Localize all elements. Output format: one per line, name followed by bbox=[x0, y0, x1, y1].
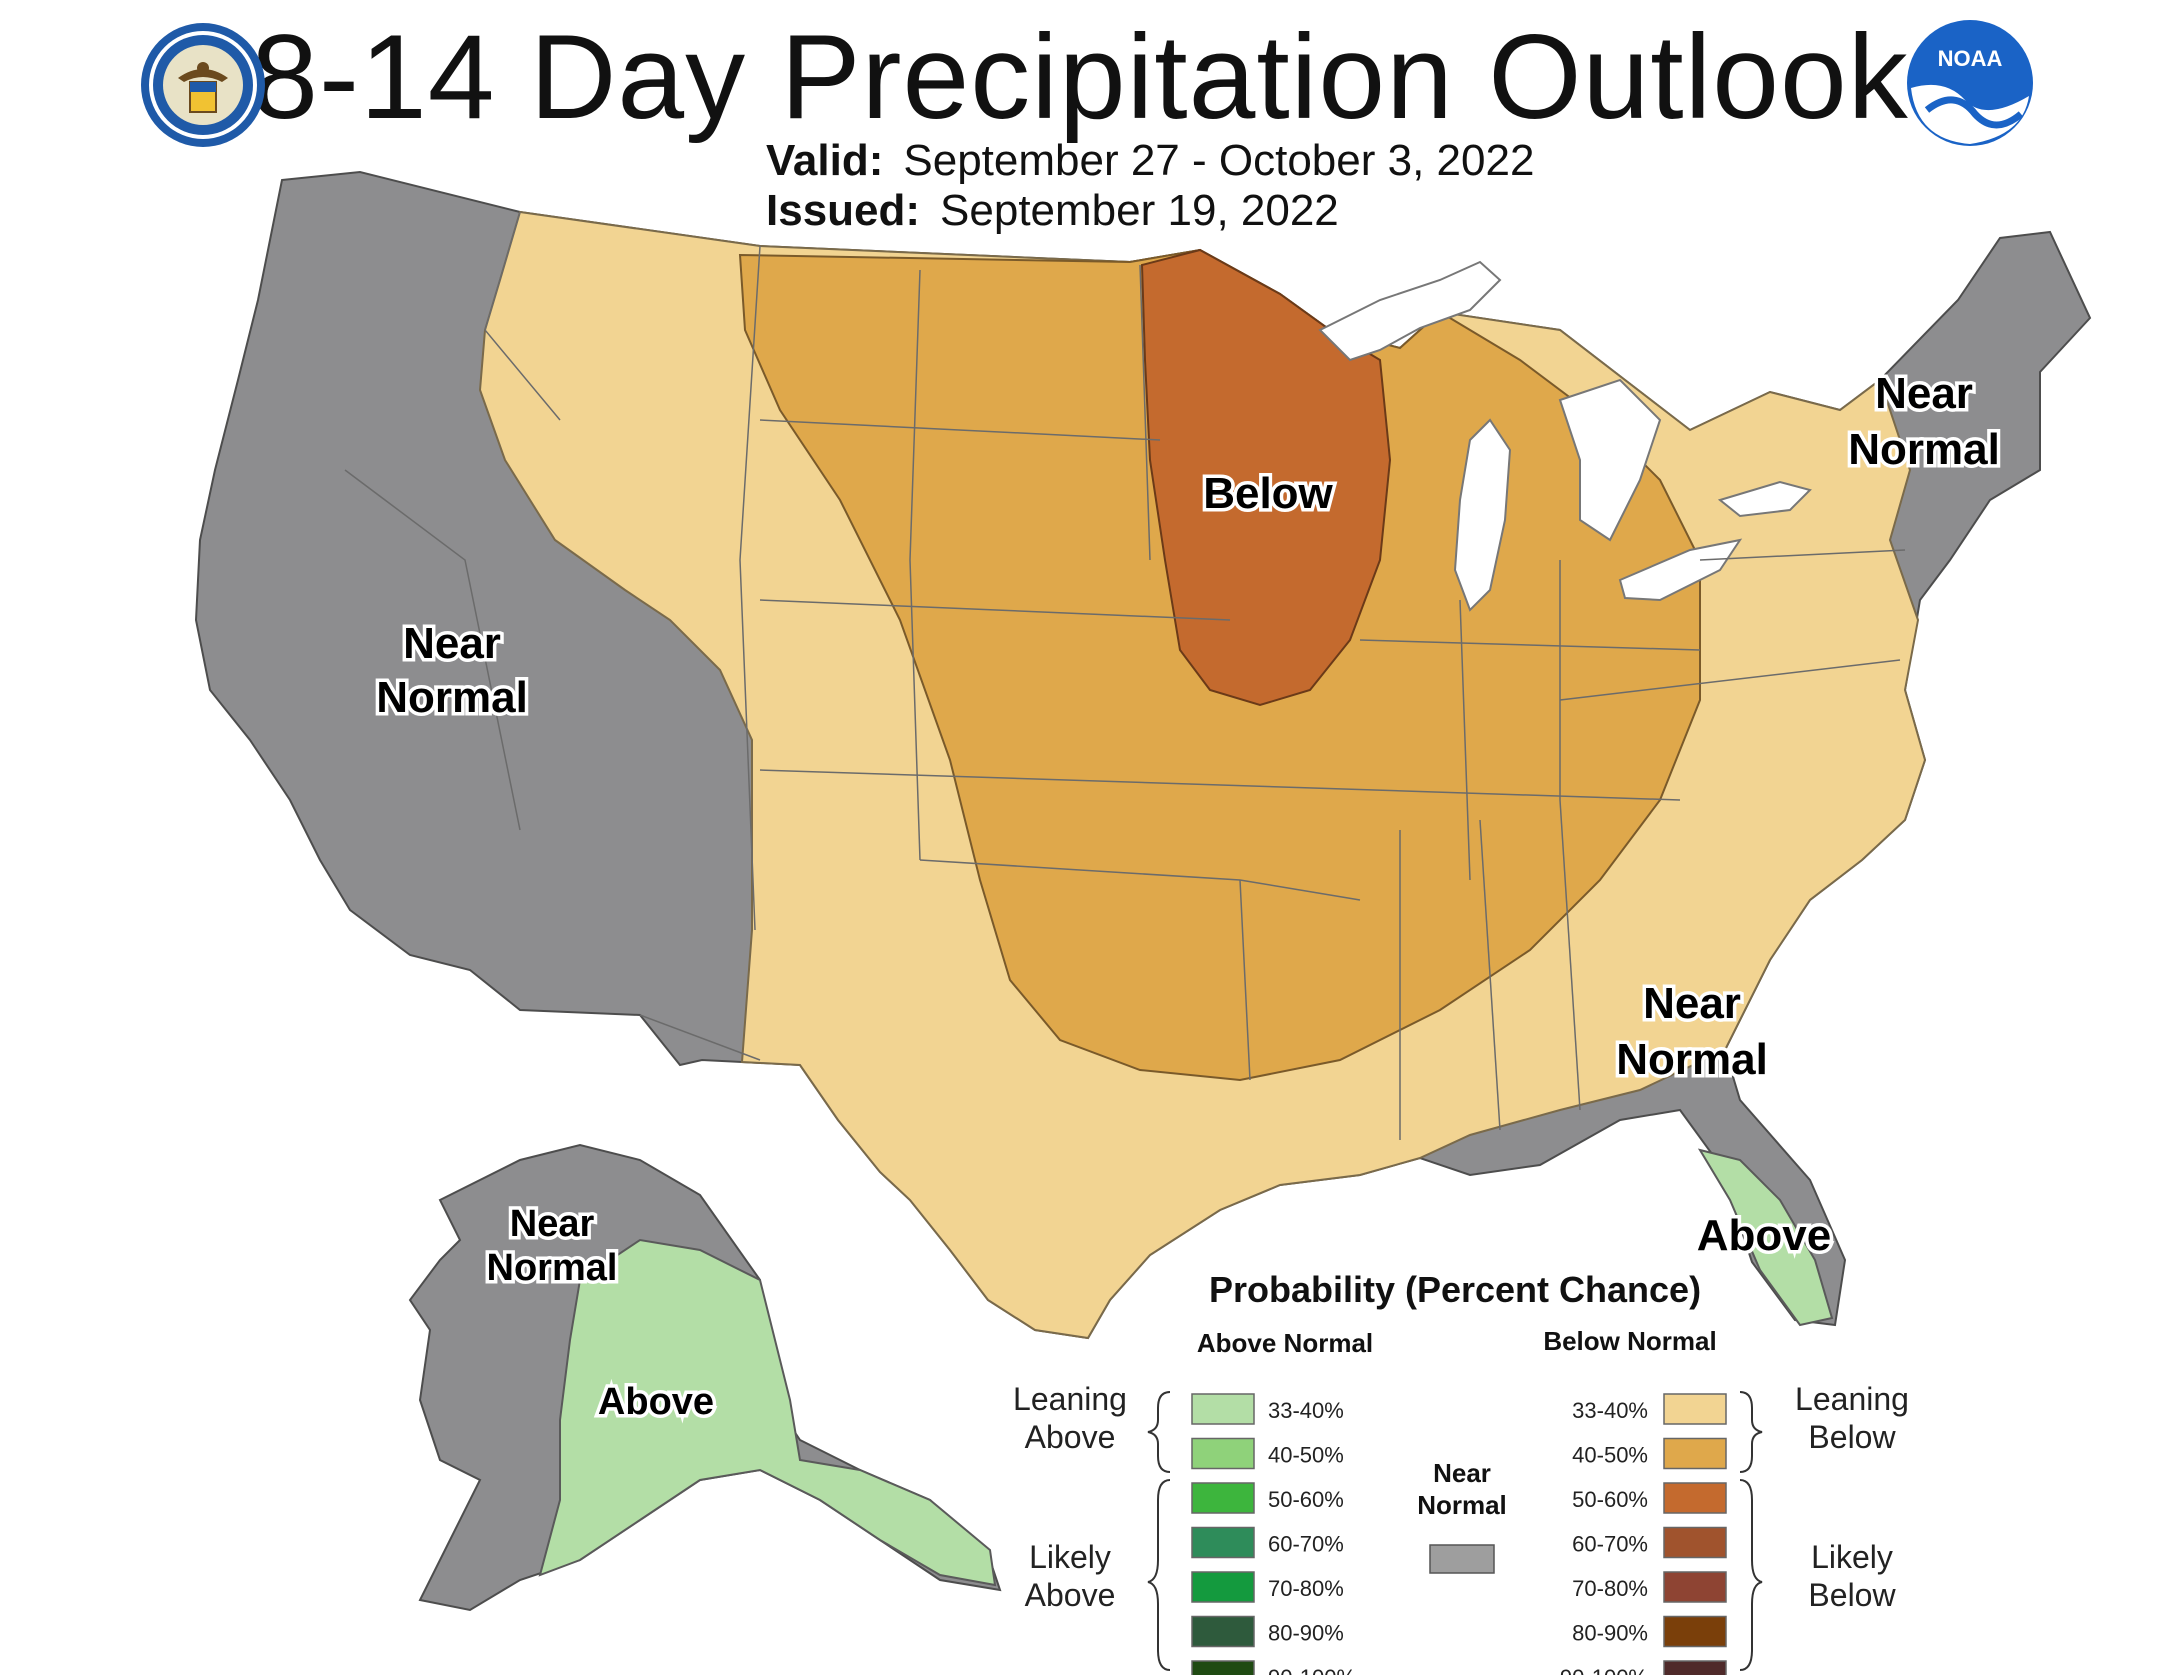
legend-above-swatch-1 bbox=[1191, 1437, 1255, 1470]
legend-likely-below-line2: Below bbox=[1808, 1577, 1896, 1613]
florida-leaning-above-region bbox=[1697, 1148, 1834, 1327]
legend-below-bin-label-0: 33-40% bbox=[1572, 1398, 1648, 1423]
legend-below-swatch-3 bbox=[1663, 1526, 1727, 1559]
below-label: Below bbox=[1203, 469, 1333, 518]
legend-braces bbox=[1147, 1391, 1763, 1671]
lake-ontario bbox=[1717, 480, 1812, 518]
legend-above-swatch-5 bbox=[1191, 1615, 1255, 1648]
legend-above-bin-label-4: 70-80% bbox=[1268, 1576, 1344, 1601]
legend-above-swatch-4 bbox=[1191, 1571, 1255, 1603]
legend-above-bin-label-1: 40-50% bbox=[1268, 1443, 1344, 1468]
northeast-near-normal-label-line1: Near bbox=[1875, 369, 1973, 418]
northeast-near-normal-label-line2: Normal bbox=[1848, 425, 2000, 474]
state-borders bbox=[344, 211, 1906, 1140]
legend-above-swatch-3 bbox=[1191, 1526, 1255, 1559]
legend-below-bin-label-3: 60-70% bbox=[1572, 1532, 1648, 1557]
noaa-logo-text: NOAA bbox=[1938, 46, 2003, 71]
noaa-logo-icon: NOAA bbox=[1907, 20, 2033, 146]
legend-below-swatch-5 bbox=[1663, 1615, 1727, 1648]
alaska-above-label: Above bbox=[598, 1381, 714, 1423]
legend-above-swatch-0 bbox=[1191, 1393, 1255, 1425]
legend-above-bin-label-3: 60-70% bbox=[1268, 1532, 1344, 1557]
legend-below-bin-label-5: 80-90% bbox=[1572, 1621, 1648, 1646]
legend-leaning-above-line1: Leaning bbox=[1013, 1381, 1127, 1417]
alaska-near-normal-label-line2: Normal bbox=[487, 1247, 618, 1289]
valid-label: Valid: bbox=[766, 136, 884, 185]
florida-above-label: Above bbox=[1697, 1211, 1831, 1260]
map-title: 8-14 Day Precipitation Outlook bbox=[251, 10, 1909, 144]
valid-dates: September 27 - October 3, 2022 bbox=[903, 136, 1535, 185]
legend-above-bin-label-0: 33-40% bbox=[1268, 1398, 1344, 1423]
issued-line: Issued: September 19, 2022 bbox=[766, 186, 1339, 236]
southeast-near-normal-label-line1: Near bbox=[1643, 979, 1741, 1028]
legend-below-swatch-0 bbox=[1663, 1393, 1727, 1425]
commerce-seal-icon bbox=[141, 23, 265, 147]
legend-below-header: Below Normal bbox=[1543, 1326, 1716, 1356]
valid-line: Valid: September 27 - October 3, 2022 bbox=[766, 136, 1534, 186]
legend-above-swatch-6 bbox=[1191, 1660, 1255, 1675]
west-near-normal-label-line2: Normal bbox=[376, 673, 528, 722]
legend-below-swatch-1 bbox=[1663, 1437, 1727, 1470]
alaska-map bbox=[408, 1143, 1002, 1612]
legend-above-swatch-2 bbox=[1191, 1482, 1255, 1514]
conus-below-50-60-region bbox=[1140, 248, 1392, 707]
legend-likely-above-line1: Likely bbox=[1029, 1539, 1111, 1575]
lake-superior bbox=[1318, 260, 1502, 362]
legend-leaning-below-line2: Below bbox=[1808, 1419, 1896, 1455]
legend-above-bins: 33-40% 40-50% 50-60% 60-70% 70-80% 80-90% 90-1… bbox=[1191, 1393, 1356, 1675]
legend-above-bin-label-2: 50-60% bbox=[1268, 1487, 1344, 1512]
legend-above-bin-label-5: 80-90% bbox=[1268, 1621, 1344, 1646]
legend: Probability (Percent Chance) Above Norma… bbox=[1013, 1269, 1909, 1675]
legend-below-swatch-2 bbox=[1663, 1482, 1727, 1514]
legend-below-swatch-4 bbox=[1663, 1571, 1727, 1603]
legend-likely-above-line2: Above bbox=[1025, 1577, 1116, 1613]
lake-michigan bbox=[1453, 418, 1512, 612]
legend-near-normal-swatch bbox=[1429, 1544, 1495, 1574]
legend-near-normal-line1: Near bbox=[1433, 1458, 1491, 1488]
southeast-near-normal-label-line2: Normal bbox=[1616, 1035, 1768, 1084]
legend-above-bin-label-6: 90-100% bbox=[1268, 1665, 1356, 1675]
alaska-near-normal-label-line1: Near bbox=[510, 1203, 595, 1245]
issued-date: September 19, 2022 bbox=[940, 186, 1339, 235]
legend-below-bin-label-1: 40-50% bbox=[1572, 1443, 1648, 1468]
legend-leaning-below-line1: Leaning bbox=[1795, 1381, 1909, 1417]
conus-map bbox=[194, 170, 2092, 1340]
issued-label: Issued: bbox=[766, 186, 921, 235]
west-near-normal-label-line1: Near bbox=[403, 619, 501, 668]
legend-below-bins: 33-40% 40-50% 50-60% 60-70% 70-80% 80-90% 90-1… bbox=[1560, 1393, 1727, 1675]
legend-title: Probability (Percent Chance) bbox=[1209, 1269, 1701, 1310]
lake-huron bbox=[1558, 378, 1662, 542]
alaska-leaning-above-region bbox=[538, 1238, 997, 1587]
legend-leaning-above-line2: Above bbox=[1025, 1419, 1116, 1455]
lake-erie bbox=[1618, 538, 1743, 602]
legend-likely-below-line1: Likely bbox=[1811, 1539, 1893, 1575]
legend-below-bin-label-6: 90-100% bbox=[1560, 1665, 1648, 1675]
legend-below-swatch-6 bbox=[1663, 1660, 1727, 1675]
legend-near-normal-line2: Normal bbox=[1417, 1490, 1507, 1520]
legend-below-bin-label-2: 50-60% bbox=[1572, 1487, 1648, 1512]
legend-above-header: Above Normal bbox=[1197, 1328, 1373, 1358]
legend-below-bin-label-4: 70-80% bbox=[1572, 1576, 1648, 1601]
